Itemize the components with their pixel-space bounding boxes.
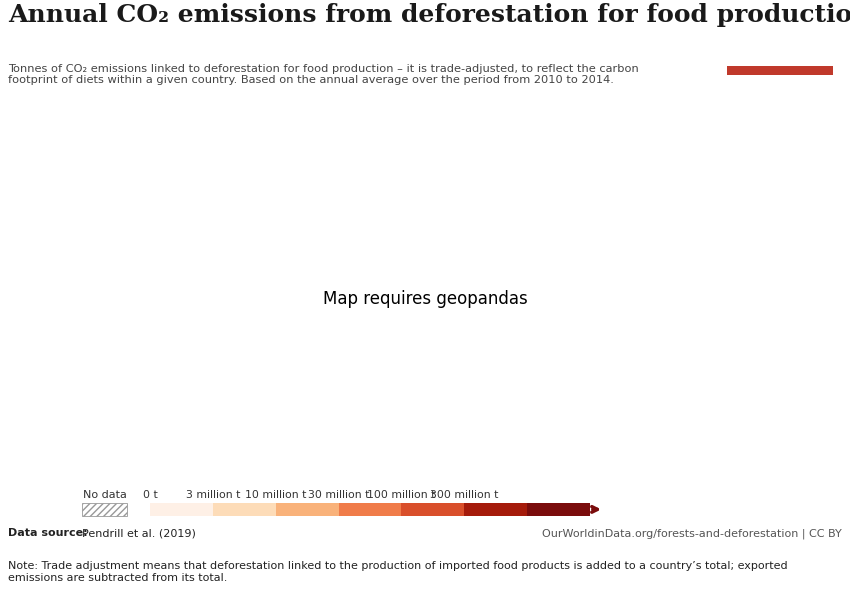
Bar <box>464 503 527 516</box>
Text: Map requires geopandas: Map requires geopandas <box>323 289 527 307</box>
Text: Our World: Our World <box>750 25 809 35</box>
Bar <box>527 503 590 516</box>
Text: in Data: in Data <box>758 44 801 53</box>
Text: OurWorldinData.org/forests-and-deforestation | CC BY: OurWorldinData.org/forests-and-deforesta… <box>541 528 842 539</box>
Text: Note: Trade adjustment means that deforestation linked to the production of impo: Note: Trade adjustment means that defore… <box>8 561 788 583</box>
Text: Tonnes of CO₂ emissions linked to deforestation for food production – it is trad: Tonnes of CO₂ emissions linked to defore… <box>8 64 639 85</box>
Text: 30 million t: 30 million t <box>308 490 369 500</box>
Text: 10 million t: 10 million t <box>245 490 306 500</box>
Text: Annual CO₂ emissions from deforestation for food production: Annual CO₂ emissions from deforestation … <box>8 3 850 27</box>
Bar <box>401 503 464 516</box>
Bar <box>727 65 833 75</box>
Text: Pendrill et al. (2019): Pendrill et al. (2019) <box>82 528 196 538</box>
Bar <box>150 503 212 516</box>
Bar <box>82 503 127 516</box>
Text: 3 million t: 3 million t <box>185 490 240 500</box>
Text: 300 million t: 300 million t <box>430 490 498 500</box>
Bar <box>338 503 401 516</box>
Text: 0 t: 0 t <box>143 490 157 500</box>
Bar <box>275 503 338 516</box>
Text: 100 million t: 100 million t <box>367 490 435 500</box>
Text: Data source:: Data source: <box>8 528 92 538</box>
Text: No data: No data <box>82 490 127 500</box>
Bar <box>212 503 275 516</box>
